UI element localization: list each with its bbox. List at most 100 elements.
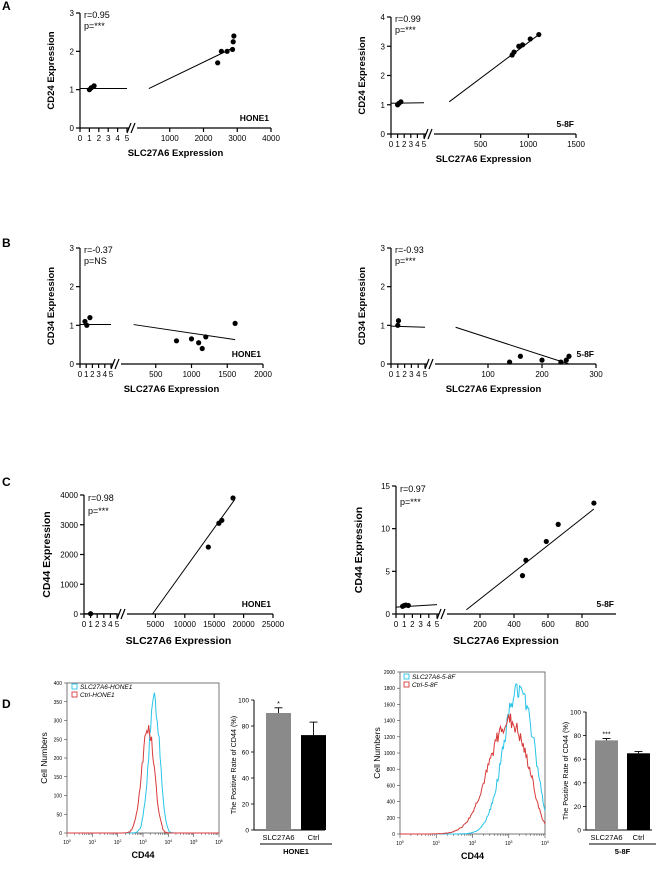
y-tick-label: 150 [54,775,63,781]
x-tick-exponent: 3 [145,839,147,843]
x-tick-label: 3 [96,370,101,379]
legend-swatch [71,691,78,698]
x-tick-label: 0 [82,620,87,629]
x-tick-exponent: 3 [511,840,513,844]
x-tick-label: 10000 [174,620,197,629]
data-point [563,357,569,363]
panel-letter-b: B [2,236,11,250]
y-tick-label: 800 [387,767,396,773]
y-tick-label: 2000 [60,551,78,560]
legend-swatch [403,681,410,688]
x-tick-exponent: 5 [195,839,197,843]
x-tick-label: 400 [507,620,521,629]
axis-break-mark [428,358,434,370]
histogram-d2: 0 200 400 600 800 1000 1200 1400 1600 1800 2000 100… [372,670,549,861]
p-value-text: p=*** [400,497,421,507]
x-tick-label: 2000 [254,370,272,379]
y-tick-label: 1600 [384,702,395,708]
correlation-r-text: r=0.97 [400,484,426,494]
data-point [199,345,205,352]
y-tick-label: 100 [570,710,581,717]
x-tick-label: 4000 [262,134,280,143]
data-point [520,42,526,48]
data-point [555,521,561,528]
x-axis-label: SLC27A6 Expression [126,635,232,647]
x-tick-label: 500 [149,370,163,379]
y-tick-label: 20 [574,804,582,811]
data-point [536,31,542,38]
group-label: 5-8F [615,847,631,856]
x-tick-label: 103 [139,839,147,846]
y-tick-label: 2000 [384,670,395,676]
x-tick-exponent: 6 [221,839,223,843]
y-tick-label: 80 [574,733,582,740]
x-tick-label: 2 [97,134,102,143]
y-tick-label: 1200 [384,735,395,741]
data-point [230,39,236,45]
data-point [224,48,230,54]
data-point [230,495,236,501]
x-tick-label: 0 [78,134,83,143]
p-value-text: p=*** [84,21,105,31]
y-tick-label: 400 [54,681,63,687]
y-tick-label: 4000 [60,491,78,500]
x-tick-label: 100 [396,840,404,847]
data-point [523,557,529,563]
y-tick-label: 1400 [384,719,395,725]
data-point [205,544,211,550]
y-tick-label: 200 [54,756,63,762]
y-tick-label: 40 [242,776,250,783]
legend-label: SLC27A6-HONE1 [80,684,133,691]
data-point [88,611,94,617]
x-tick-label: 1 [402,620,407,629]
x-tick-label: 100 [481,370,495,379]
y-tick-label: 2 [381,72,386,81]
data-point [232,320,238,326]
axis-break-mark [126,122,132,134]
x-tick-label: 1 [88,620,93,629]
legend-label: Ctrl-HONE1 [80,692,115,699]
x-tick-exponent: 2 [474,840,476,844]
fit-line-right [152,499,236,615]
bar-ctrl [301,735,326,830]
y-tick-label: 3 [381,42,386,51]
x-tick-label: 5 [109,370,114,379]
y-tick-label: 100 [238,698,249,705]
data-point [511,49,517,55]
y-tick-label: 0 [70,360,75,369]
x-axis-label: CD44 [131,850,154,860]
panel-letter-d: D [2,697,11,711]
category-label: SLC27A6 [590,833,622,842]
y-tick-label: 3 [70,244,75,253]
x-tick-label: 5 [435,620,440,629]
y-tick-label: 80 [242,724,250,731]
y-tick-label: 0 [70,124,75,133]
x-tick-label: 500 [474,140,488,149]
data-point [566,353,572,359]
y-axis-label: Cell Numbers [372,727,382,779]
cell-line-label: 5-8F [557,119,574,129]
x-tick-label: 106 [215,839,223,846]
data-point [84,322,90,328]
x-tick-label: 4 [416,370,421,379]
x-tick-label: 4 [108,620,113,629]
y-tick-label: 15 [381,482,390,491]
cell-line-label: HONE1 [232,349,262,359]
x-tick-label: 5 [115,620,120,629]
data-point [398,99,404,105]
x-tick-label: 104 [165,839,173,846]
y-tick-label: 400 [387,800,396,806]
x-tick-label: 102 [469,840,477,847]
x-tick-label: 4 [415,140,420,149]
scatter-chart-c1: 0 1000 2000 3000 4000 0 1 2 3 4 5 5000 10000 15000 200… [41,491,285,647]
x-tick-label: 1500 [218,370,236,379]
y-tick-label: 10 [381,525,390,534]
data-point [82,318,88,325]
data-point [219,517,225,523]
histogram-series-2 [67,725,219,834]
x-tick-exponent: 1 [438,840,440,844]
x-tick-exponent: 4 [547,840,549,844]
